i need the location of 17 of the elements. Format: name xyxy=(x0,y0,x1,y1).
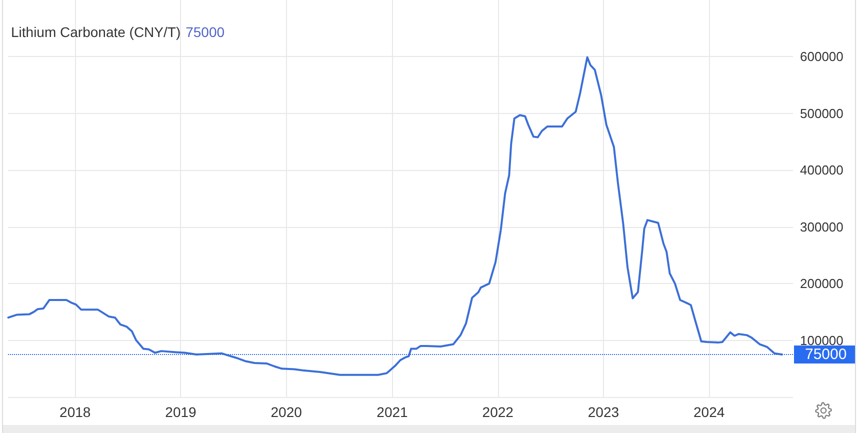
x-tick-label: 2024 xyxy=(694,404,725,420)
y-tick-label: 500000 xyxy=(800,106,844,121)
x-tick-label: 2019 xyxy=(165,404,197,420)
y-tick-label: 200000 xyxy=(800,276,844,292)
x-tick-label: 2021 xyxy=(376,404,408,420)
x-tick-label: 2020 xyxy=(270,404,302,420)
y-tick-label: 400000 xyxy=(800,162,844,178)
text: Lithium Carbonate (CNY/T) xyxy=(11,24,181,40)
y-tick-label: 300000 xyxy=(800,219,844,234)
text: 75000 xyxy=(186,24,225,40)
ref-line-label: 75000 xyxy=(805,346,847,363)
x-tick-label: 2023 xyxy=(588,404,620,420)
x-tick-label: 2018 xyxy=(60,404,91,420)
x-tick-label: 2022 xyxy=(482,404,514,420)
y-tick-label: 100000 xyxy=(800,332,844,348)
y-tick-label: 600000 xyxy=(800,49,844,64)
line-series xyxy=(7,56,784,376)
